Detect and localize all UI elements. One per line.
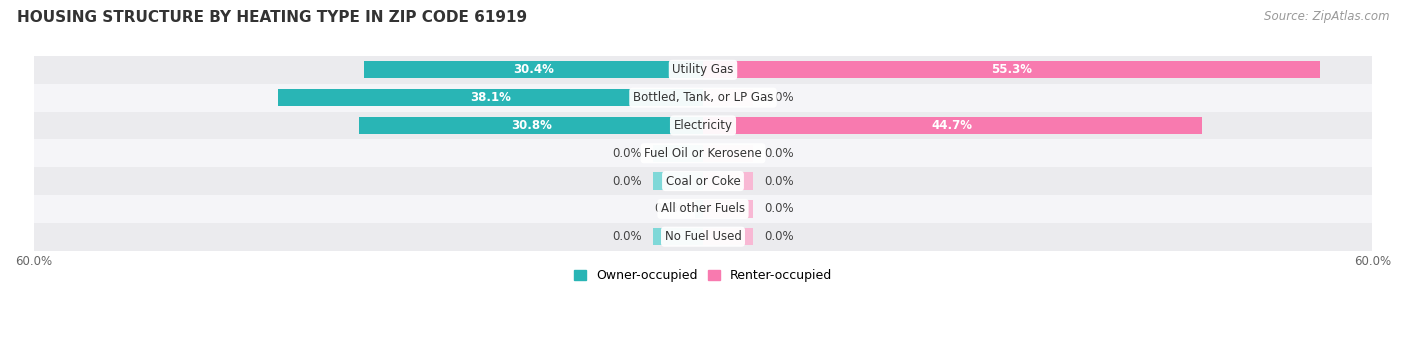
Bar (34, 56, 1372, 84)
Text: Electricity: Electricity (673, 119, 733, 132)
Text: All other Fuels: All other Fuels (661, 203, 745, 216)
Text: 0.0%: 0.0% (612, 230, 641, 243)
Bar (364, 61, 703, 78)
Bar (34, 112, 1372, 139)
Bar (703, 89, 754, 106)
Text: Source: ZipAtlas.com: Source: ZipAtlas.com (1264, 10, 1389, 23)
Text: 0.0%: 0.0% (765, 230, 794, 243)
Text: 0.0%: 0.0% (765, 147, 794, 160)
Bar (278, 89, 703, 106)
Text: Utility Gas: Utility Gas (672, 63, 734, 76)
Bar (360, 117, 703, 134)
Bar (695, 200, 703, 218)
Text: 30.8%: 30.8% (510, 119, 551, 132)
Text: 30.4%: 30.4% (513, 63, 554, 76)
Bar (652, 228, 703, 245)
Bar (703, 228, 754, 245)
Bar (34, 84, 1372, 112)
Bar (703, 200, 754, 218)
Bar (703, 173, 754, 190)
Text: 0.0%: 0.0% (765, 91, 794, 104)
Bar (703, 145, 754, 162)
Text: HOUSING STRUCTURE BY HEATING TYPE IN ZIP CODE 61919: HOUSING STRUCTURE BY HEATING TYPE IN ZIP… (17, 10, 527, 25)
Legend: Owner-occupied, Renter-occupied: Owner-occupied, Renter-occupied (568, 264, 838, 287)
Bar (652, 145, 703, 162)
Bar (703, 61, 1320, 78)
Text: 38.1%: 38.1% (470, 91, 510, 104)
Text: Fuel Oil or Kerosene: Fuel Oil or Kerosene (644, 147, 762, 160)
Bar (703, 117, 1202, 134)
Text: Bottled, Tank, or LP Gas: Bottled, Tank, or LP Gas (633, 91, 773, 104)
Text: 44.7%: 44.7% (932, 119, 973, 132)
Bar (34, 139, 1372, 167)
Bar (34, 223, 1372, 251)
Text: No Fuel Used: No Fuel Used (665, 230, 741, 243)
Bar (34, 167, 1372, 195)
Text: 55.3%: 55.3% (991, 63, 1032, 76)
Bar (652, 173, 703, 190)
Text: 0.0%: 0.0% (612, 175, 641, 188)
Text: 0.0%: 0.0% (765, 203, 794, 216)
Text: 0.7%: 0.7% (654, 203, 685, 216)
Text: 0.0%: 0.0% (765, 175, 794, 188)
Bar (34, 195, 1372, 223)
Text: Coal or Coke: Coal or Coke (665, 175, 741, 188)
Text: 0.0%: 0.0% (612, 147, 641, 160)
